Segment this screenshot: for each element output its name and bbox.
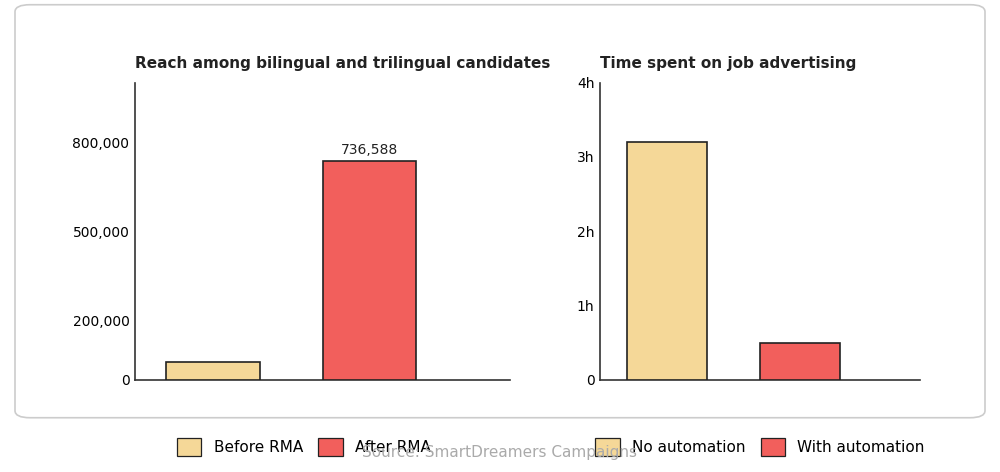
- Text: Reach among bilingual and trilingual candidates: Reach among bilingual and trilingual can…: [135, 56, 550, 71]
- Legend: No automation, With automation: No automation, With automation: [595, 438, 925, 455]
- Text: Source: SmartDreamers Campaigns: Source: SmartDreamers Campaigns: [362, 445, 638, 460]
- Bar: [627, 142, 707, 380]
- Bar: [166, 362, 260, 380]
- Legend: Before RMA, After RMA: Before RMA, After RMA: [177, 438, 431, 455]
- Bar: [760, 343, 840, 380]
- Bar: [322, 161, 416, 380]
- Text: Time spent on job advertising: Time spent on job advertising: [600, 56, 856, 71]
- Text: 736,588: 736,588: [341, 143, 398, 157]
